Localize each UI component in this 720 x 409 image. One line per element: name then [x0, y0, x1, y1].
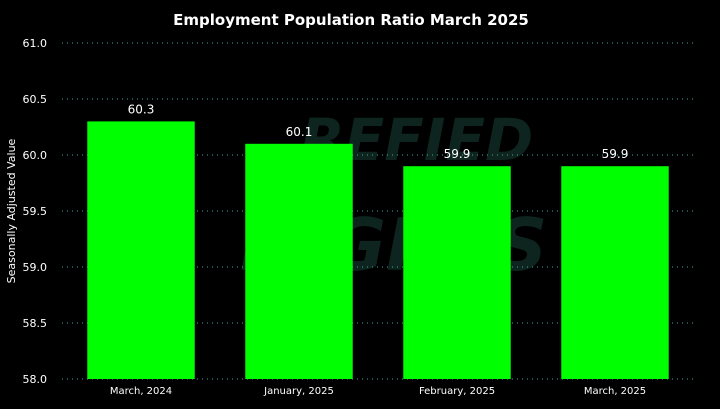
bar [403, 166, 511, 379]
y-tick-label: 61.0 [23, 37, 48, 50]
x-axis-ticks: March, 2024 January, 2025 February, 2025 Ma… [110, 386, 646, 397]
bar [87, 121, 195, 380]
chart-title: Employment Population Ratio March 2025 [173, 11, 529, 29]
y-tick-label: 59.5 [23, 205, 48, 218]
x-tick-label: February, 2025 [419, 386, 495, 397]
y-tick-label: 60.5 [23, 93, 48, 106]
data-labels: 60.3 60.1 59.9 59.9 [128, 102, 629, 161]
bars [87, 121, 669, 380]
y-tick-label: 58.0 [23, 373, 48, 386]
bar [561, 166, 669, 379]
x-tick-label: March, 2025 [584, 386, 646, 397]
data-label: 60.3 [128, 102, 155, 116]
y-tick-label: 59.0 [23, 261, 48, 274]
x-tick-label: March, 2024 [110, 386, 172, 397]
data-label: 60.1 [286, 125, 313, 139]
y-tick-label: 60.0 [23, 149, 48, 162]
x-tick-label: January, 2025 [263, 386, 334, 397]
bar [245, 143, 353, 379]
data-label: 59.9 [602, 147, 629, 161]
y-axis-label: Seasonally Adjusted Value [5, 138, 18, 283]
y-axis-ticks: 58.0 58.5 59.0 59.5 60.0 60.5 61.0 [23, 37, 48, 386]
data-label: 59.9 [444, 147, 471, 161]
y-tick-label: 58.5 [23, 317, 48, 330]
